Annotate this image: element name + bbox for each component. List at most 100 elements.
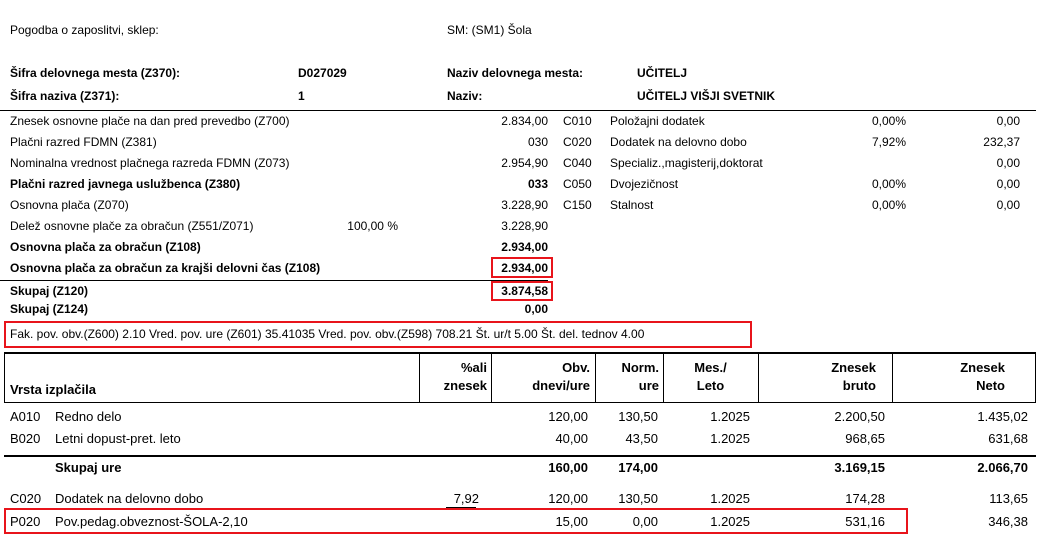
col-header-norm-line1: Norm. bbox=[621, 360, 659, 375]
salary-row-value: 030 bbox=[527, 135, 548, 149]
allowance-value: 0,00 bbox=[996, 114, 1020, 128]
row-name: Dodatek na delovno dobo bbox=[55, 491, 204, 506]
salary-row-label: Osnovna plača (Z070) bbox=[10, 198, 129, 212]
allowance-pct: 0,00% bbox=[872, 198, 907, 212]
row-code: B020 bbox=[10, 431, 41, 446]
salary-row-value: 2.934,00 bbox=[501, 261, 548, 275]
table-col-divider bbox=[892, 352, 893, 403]
salary-row-extra: 100,00 % bbox=[347, 219, 398, 233]
table-header-border bbox=[4, 402, 1036, 403]
row-code: P020 bbox=[10, 514, 41, 529]
row-name: Redno delo bbox=[55, 409, 122, 424]
highlight-box bbox=[491, 281, 553, 301]
row-month: 1.2025 bbox=[710, 431, 750, 446]
table-col-divider bbox=[491, 352, 492, 403]
total-label: Skupaj (Z120) bbox=[10, 284, 89, 298]
position-name-value: UČITELJ bbox=[637, 66, 688, 80]
position-code-value: D027029 bbox=[298, 66, 347, 80]
salary-row-label: Znesek osnovne plače na dan pred prevedb… bbox=[10, 114, 290, 128]
salary-row-value: 2.934,00 bbox=[501, 240, 548, 254]
highlight-box bbox=[491, 257, 553, 278]
col-header-net: Znesek Neto bbox=[892, 359, 1005, 395]
salary-row-label: Plačni razred javnega uslužbenca (Z380) bbox=[10, 177, 241, 191]
title-name-label: Naziv: bbox=[447, 89, 483, 103]
position-name-label: Naziv delovnega mesta: bbox=[447, 66, 584, 80]
row-norm: 130,50 bbox=[618, 491, 658, 506]
col-header-norm: Norm. ure bbox=[595, 359, 659, 395]
allowance-label: Stalnost bbox=[610, 198, 654, 212]
row-days: 120,00 bbox=[548, 491, 588, 506]
totals-divider bbox=[0, 280, 548, 281]
row-norm: 43,50 bbox=[625, 431, 658, 446]
col-header-pct: %ali znesek bbox=[419, 359, 487, 395]
allowance-code: C010 bbox=[563, 114, 592, 128]
row-norm: 0,00 bbox=[632, 514, 658, 529]
row-net: 631,68 bbox=[988, 431, 1028, 446]
allowance-value: 0,00 bbox=[996, 156, 1020, 170]
allowance-pct: 0,00% bbox=[872, 114, 907, 128]
title-code-label: Šifra naziva (Z371): bbox=[10, 89, 120, 103]
position-code-label: Šifra delovnega mesta (Z370): bbox=[10, 66, 181, 80]
salary-row-label: Nominalna vrednost plačnega razreda FDMN… bbox=[10, 156, 290, 170]
allowance-label: Specializ.,magisterij,doktorat bbox=[610, 156, 763, 170]
subtotal-gross: 3.169,15 bbox=[834, 460, 885, 475]
allowance-code: C150 bbox=[563, 198, 592, 212]
table-col-divider bbox=[758, 352, 759, 403]
table-col-divider bbox=[663, 352, 664, 403]
col-header-month-line2: Leto bbox=[696, 378, 725, 393]
allowance-pct: 0,00% bbox=[872, 177, 907, 191]
row-month: 1.2025 bbox=[710, 514, 750, 529]
col-header-gross: Znesek bruto bbox=[758, 359, 876, 395]
row-code: C020 bbox=[10, 491, 42, 506]
table-col-divider bbox=[419, 352, 420, 403]
row-gross: 174,28 bbox=[845, 491, 885, 506]
row-gross: 2.200,50 bbox=[834, 409, 885, 424]
row-days: 40,00 bbox=[555, 431, 588, 446]
row-name: Letni dopust-pret. leto bbox=[55, 431, 181, 446]
col-header-days: Obv. dnevi/ure bbox=[491, 359, 590, 395]
row-net: 346,38 bbox=[988, 514, 1028, 529]
table-col-divider bbox=[4, 352, 5, 403]
header-divider bbox=[0, 110, 1036, 111]
row-net: 1.435,02 bbox=[977, 409, 1028, 424]
salary-row-value: 2.834,00 bbox=[501, 114, 548, 128]
row-days: 120,00 bbox=[548, 409, 588, 424]
subtotal-norm: 174,00 bbox=[618, 460, 658, 475]
title-code-value: 1 bbox=[298, 89, 305, 103]
table-top-border bbox=[4, 352, 1036, 354]
salary-row-value: 3.228,90 bbox=[501, 219, 548, 233]
salary-row-value: 033 bbox=[527, 177, 548, 191]
salary-row-label: Plačni razred FDMN (Z381) bbox=[10, 135, 157, 149]
factors-line: Fak. pov. obv.(Z600) 2.10 Vred. pov. ure… bbox=[10, 327, 645, 341]
allowance-label: Dodatek na delovno dobo bbox=[610, 135, 747, 149]
col-header-pct-line2: znesek bbox=[443, 378, 487, 393]
sm-label: SM: (SM1) Šola bbox=[447, 23, 532, 37]
table-col-divider bbox=[1035, 352, 1036, 403]
subtotal-net: 2.066,70 bbox=[977, 460, 1028, 475]
contract-label: Pogodba o zaposlitvi, sklep: bbox=[10, 23, 159, 37]
allowance-pct: 7,92% bbox=[872, 135, 907, 149]
allowance-label: Dvojezičnost bbox=[610, 177, 679, 191]
allowance-value: 0,00 bbox=[996, 177, 1020, 191]
total-value: 3.874,58 bbox=[501, 284, 548, 298]
allowance-value: 0,00 bbox=[996, 198, 1020, 212]
salary-row-value: 2.954,90 bbox=[501, 156, 548, 170]
allowance-code: C020 bbox=[563, 135, 592, 149]
subtotal-divider bbox=[4, 455, 1036, 457]
highlight-box bbox=[4, 508, 908, 534]
row-month: 1.2025 bbox=[710, 491, 750, 506]
subtotal-label: Skupaj ure bbox=[55, 460, 122, 475]
col-header-days-line1: Obv. bbox=[562, 360, 590, 375]
col-header-month-line1: Mes./ bbox=[694, 360, 727, 375]
row-net: 113,65 bbox=[989, 491, 1028, 506]
col-header-gross-line2: bruto bbox=[842, 378, 876, 393]
total-value: 0,00 bbox=[524, 302, 548, 316]
subtotal-days: 160,00 bbox=[548, 460, 588, 475]
allowance-code: C050 bbox=[563, 177, 592, 191]
row-pct: 7,92 bbox=[453, 491, 479, 506]
salary-row-label: Delež osnovne plače za obračun (Z551/Z07… bbox=[10, 219, 254, 233]
pct-underline bbox=[446, 507, 476, 508]
salary-row-label: Osnovna plača za obračun (Z108) bbox=[10, 240, 201, 254]
col-header-net-line1: Znesek bbox=[960, 360, 1005, 375]
col-header-type: Vrsta izplačila bbox=[10, 382, 96, 397]
